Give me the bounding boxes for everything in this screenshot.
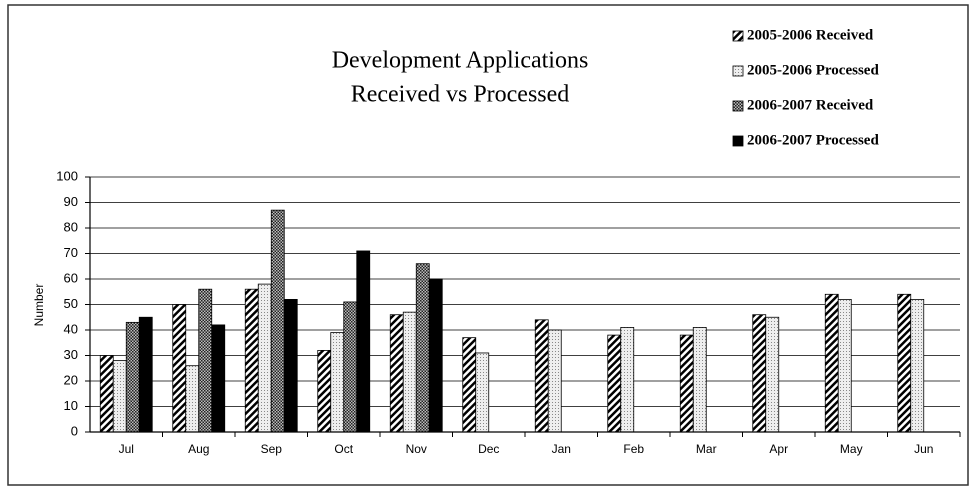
legend-label: 2005-2006 Received <box>747 27 874 43</box>
x-tick-label: Jul <box>119 442 134 456</box>
x-tick-label: Dec <box>478 442 499 456</box>
y-tick-label: 10 <box>64 398 78 413</box>
bar <box>211 324 226 433</box>
bar <box>198 288 213 433</box>
bar <box>534 319 549 433</box>
y-tick-label: 60 <box>64 270 78 285</box>
bar <box>270 209 285 433</box>
x-tick-label: Mar <box>696 442 717 456</box>
x-tick-label: Apr <box>769 442 788 456</box>
bar <box>317 349 332 433</box>
bar <box>389 314 404 433</box>
bar <box>138 316 153 433</box>
frame <box>7 4 969 486</box>
bar <box>824 293 839 433</box>
bar <box>607 334 622 433</box>
bar <box>283 298 298 433</box>
x-tick-label: Feb <box>623 442 644 456</box>
chart-title: Development Applications <box>332 48 589 74</box>
bar <box>428 278 443 433</box>
bar <box>620 327 635 433</box>
y-axis-label: Number <box>32 284 46 327</box>
x-tick-label: Jan <box>552 442 571 456</box>
bar <box>462 337 477 433</box>
bar <box>343 301 358 433</box>
bar <box>765 316 780 433</box>
legend-label: 2006-2007 Received <box>747 97 874 113</box>
bar <box>692 327 707 433</box>
legend-swatch <box>732 135 744 147</box>
bar <box>125 321 140 433</box>
x-tick-label: Jun <box>914 442 933 456</box>
bar <box>244 288 259 433</box>
bar <box>475 352 490 433</box>
x-tick-label: Sep <box>261 442 283 456</box>
y-tick-label: 20 <box>64 372 78 387</box>
y-tick-label: 90 <box>64 194 78 209</box>
y-tick-label: 80 <box>64 219 78 234</box>
bar <box>910 298 925 433</box>
bar <box>837 298 852 433</box>
bar <box>402 311 417 433</box>
bar <box>897 293 912 433</box>
bar <box>415 263 430 433</box>
bar <box>330 332 345 433</box>
x-tick-label: Aug <box>188 442 209 456</box>
bar <box>112 360 127 433</box>
y-tick-label: 70 <box>64 245 78 260</box>
bar <box>356 250 371 433</box>
x-tick-label: Nov <box>406 442 427 456</box>
chart-title: Received vs Processed <box>351 82 570 108</box>
y-tick-label: 100 <box>56 168 78 183</box>
bar <box>679 334 694 433</box>
y-tick-label: 40 <box>64 321 78 336</box>
bar <box>99 355 114 433</box>
legend-swatch <box>732 30 744 42</box>
y-tick-label: 30 <box>64 347 78 362</box>
legend-swatch <box>732 100 744 112</box>
bar <box>257 283 272 433</box>
bar <box>185 365 200 433</box>
bar <box>752 314 767 433</box>
x-tick-label: May <box>840 442 863 456</box>
y-tick-label: 50 <box>64 296 78 311</box>
legend-label: 2005-2006 Processed <box>747 62 879 78</box>
x-tick-label: Oct <box>334 442 353 456</box>
legend-swatch <box>732 65 744 77</box>
bar <box>547 329 562 433</box>
bar <box>172 304 187 433</box>
y-tick-label: 0 <box>71 423 78 438</box>
legend-label: 2006-2007 Processed <box>747 132 879 148</box>
